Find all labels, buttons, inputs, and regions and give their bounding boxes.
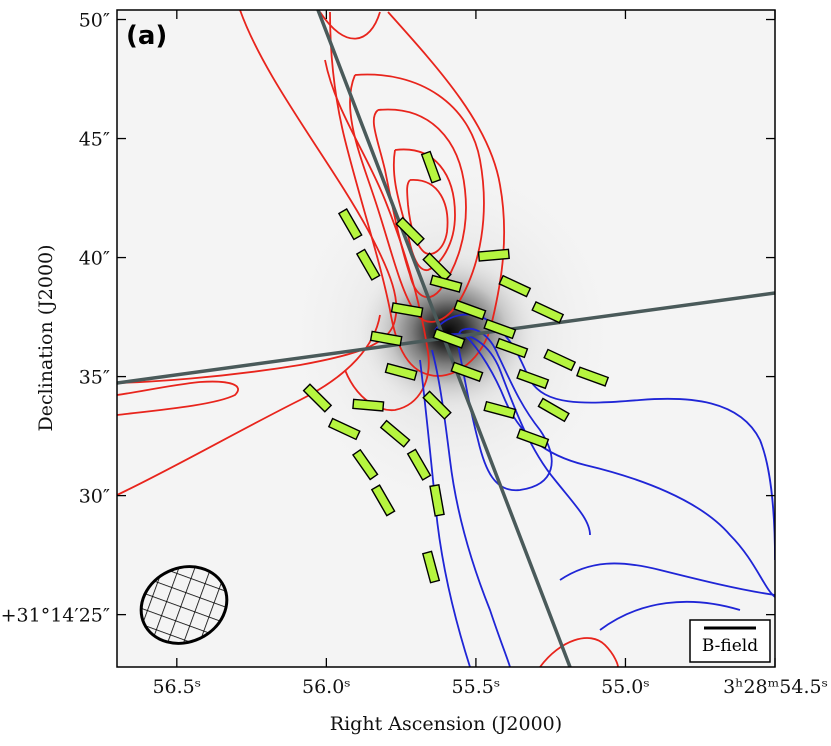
legend: B-field	[689, 619, 771, 663]
b-field-segment	[576, 366, 610, 387]
red-contour	[117, 10, 398, 384]
ticks: 56.5ˢ 56.0ˢ 55.5ˢ 55.0ˢ 3ʰ28ᵐ54.5ˢ 50″ 45″ 40″ 3…	[1, 10, 828, 698]
red-contour	[349, 73, 485, 323]
blue-contour	[431, 349, 511, 667]
blue-contour	[457, 327, 553, 492]
panel-label: (a)	[126, 21, 167, 51]
b-field-segment	[537, 397, 570, 423]
red-contour	[406, 179, 449, 255]
b-field-segment	[384, 362, 418, 381]
x-tick-label: 3ʰ28ᵐ54.5ˢ	[723, 676, 828, 698]
b-field-segment	[516, 368, 550, 390]
b-field-segment	[422, 390, 452, 420]
red-contour	[117, 314, 381, 496]
x-axis-title: Right Ascension (J2000)	[330, 713, 562, 735]
legend-label: B-field	[702, 636, 758, 656]
x-tick-label: 56.0ˢ	[302, 676, 351, 698]
b-field-segment	[453, 299, 487, 321]
b-field-segment	[450, 361, 484, 383]
b-field-segment	[420, 150, 442, 184]
beam	[139, 565, 229, 645]
y-axis-title: Declination (J2000)	[35, 244, 57, 431]
b-field-segment	[379, 419, 411, 448]
b-field-segment	[483, 400, 517, 419]
beam-ellipse	[139, 565, 229, 645]
y-tick-label: 35″	[79, 367, 110, 389]
y-tick-label: 40″	[79, 248, 110, 270]
red-contour	[392, 148, 456, 271]
b-field-segment	[351, 448, 379, 481]
b-field-segment	[395, 216, 425, 247]
y-tick-label: 45″	[79, 129, 110, 151]
b-field-segment	[370, 484, 396, 517]
blue-contour	[559, 562, 775, 596]
b-field-segment	[429, 484, 445, 517]
b-field-segment	[498, 274, 532, 298]
x-tick-label: 55.5ˢ	[452, 676, 501, 698]
red-contour	[324, 59, 430, 411]
b-field-segment	[422, 252, 452, 282]
b-field-segment	[406, 448, 432, 481]
b-field-segment	[429, 274, 463, 293]
b-field-segment	[302, 383, 333, 413]
x-tick-label: 56.5ˢ	[152, 676, 201, 698]
b-field-segment	[337, 208, 363, 241]
b-field-segment	[543, 348, 577, 372]
blue-contour	[447, 333, 591, 536]
y-tick-label: 30″	[79, 486, 110, 508]
y-tick-label: 50″	[79, 10, 110, 32]
blue-contour	[464, 334, 775, 598]
b-field-segments	[302, 150, 610, 584]
red-contour	[319, 11, 381, 40]
b-field-segment	[369, 330, 403, 347]
red-contour	[117, 380, 239, 416]
b-field-segment	[327, 417, 361, 441]
b-field-segment	[390, 302, 424, 318]
b-field-segment	[483, 318, 517, 340]
red-contour	[329, 11, 506, 377]
red-contour	[372, 108, 467, 299]
plot-area: B-field (a)	[117, 10, 775, 667]
blue-contour	[599, 600, 741, 631]
y-tick-label: +31°14′25″	[1, 605, 110, 627]
red-contour	[539, 637, 619, 667]
b-field-segment	[352, 398, 385, 412]
red-contours	[117, 10, 619, 667]
b-field-segment	[477, 248, 510, 262]
b-field-segment	[355, 248, 381, 281]
b-field-segment	[516, 428, 550, 449]
x-tick-label: 55.0ˢ	[601, 676, 650, 698]
b-field-segment	[432, 328, 466, 349]
b-field-segment	[531, 300, 565, 324]
b-field-segment	[495, 337, 529, 359]
plot-frame	[116, 9, 776, 668]
b-field-segment	[421, 550, 441, 584]
